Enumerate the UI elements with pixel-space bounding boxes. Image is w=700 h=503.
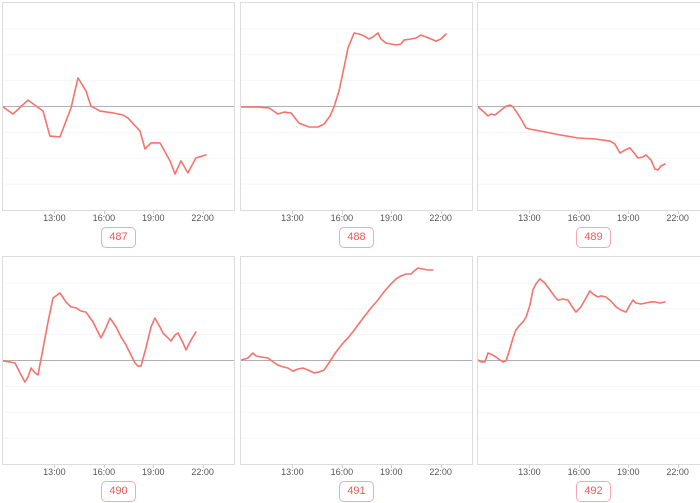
chart-number-badge[interactable]: 488 [339, 227, 374, 249]
x-axis: 13:00 16:00 19:00 22:00 [477, 211, 700, 225]
x-tick-mark [103, 465, 105, 469]
tag-row: 491 [240, 481, 473, 503]
x-tick-mark [529, 211, 531, 214]
tag-row: 492 [477, 481, 700, 503]
x-tick-mark [677, 211, 679, 214]
x-tick-mark [54, 465, 56, 469]
x-tick-mark [292, 211, 294, 214]
x-tick-label: 19:00 [379, 213, 403, 223]
chart-number-badge[interactable]: 492 [576, 481, 611, 503]
x-tick-mark [341, 465, 343, 469]
chart-number-badge[interactable]: 491 [339, 481, 374, 503]
line-chart-489 [478, 28, 700, 185]
x-tick-label: 19:00 [141, 213, 165, 223]
chart-cell-488: 13:00 16:00 19:00 22:00 488 [240, 2, 477, 249]
x-tick-label: 16:00 [330, 467, 354, 478]
series-line [3, 292, 197, 383]
x-tick-mark [440, 211, 442, 214]
chart-panel [2, 2, 235, 211]
chart-cell-491: 13:00 16:00 19:00 22:00 491 [240, 256, 477, 503]
x-tick-mark [54, 211, 56, 214]
chart-cell-489: 13:00 16:00 19:00 22:00 489 [477, 2, 700, 249]
x-tick-label: 13:00 [281, 467, 304, 478]
x-tick-label: 16:00 [567, 467, 591, 478]
x-tick-label: 13:00 [281, 213, 304, 223]
chart-panel [477, 2, 700, 211]
x-tick-mark [628, 211, 630, 214]
x-tick-label: 16:00 [92, 467, 116, 478]
line-chart-487 [3, 28, 234, 185]
x-tick-label: 19:00 [379, 467, 403, 478]
series-line [478, 278, 666, 363]
x-tick-label: 22:00 [429, 467, 452, 478]
series-line [241, 32, 447, 128]
tag-row: 488 [240, 227, 473, 249]
chart-cell-490: 13:00 16:00 19:00 22:00 490 [2, 256, 239, 503]
series-line [241, 267, 434, 374]
x-tick-label: 13:00 [43, 467, 66, 478]
x-tick-mark [391, 211, 393, 214]
chart-panel [477, 256, 700, 466]
line-chart-488 [241, 28, 472, 185]
x-tick-label: 22:00 [666, 467, 689, 478]
series-line [478, 104, 666, 171]
x-tick-mark [440, 465, 442, 469]
x-axis: 13:00 16:00 19:00 22:00 [240, 465, 473, 479]
x-tick-mark [153, 465, 155, 469]
x-tick-label: 22:00 [191, 467, 214, 478]
x-tick-label: 16:00 [330, 213, 354, 223]
x-tick-mark [292, 465, 294, 469]
line-chart-490 [3, 282, 234, 439]
x-axis: 13:00 16:00 19:00 22:00 [2, 465, 235, 479]
x-tick-label: 16:00 [567, 213, 591, 223]
x-axis: 13:00 16:00 19:00 22:00 [2, 211, 235, 225]
tag-row: 489 [477, 227, 700, 249]
chart-panel [240, 256, 473, 466]
x-tick-mark [202, 465, 204, 469]
chart-panel [2, 256, 235, 466]
x-tick-label: 19:00 [141, 467, 165, 478]
x-tick-mark [391, 465, 393, 469]
x-tick-label: 19:00 [616, 467, 640, 478]
x-axis: 13:00 16:00 19:00 22:00 [240, 211, 473, 225]
x-tick-mark [202, 211, 204, 214]
chart-number-badge[interactable]: 487 [101, 227, 136, 249]
x-tick-label: 13:00 [518, 467, 541, 478]
x-tick-mark [153, 211, 155, 214]
x-tick-label: 22:00 [429, 213, 452, 223]
series-line [3, 77, 207, 175]
tag-row: 490 [2, 481, 235, 503]
tag-row: 487 [2, 227, 235, 249]
x-tick-label: 16:00 [92, 213, 116, 223]
line-chart-492 [478, 278, 700, 439]
chart-panel [240, 2, 473, 211]
x-tick-mark [341, 211, 343, 214]
x-tick-mark [103, 211, 105, 214]
line-chart-491 [241, 267, 472, 439]
chart-number-badge[interactable]: 490 [101, 481, 136, 503]
x-tick-mark [677, 465, 679, 469]
chart-cell-487: 13:00 16:00 19:00 22:00 487 [2, 2, 239, 249]
x-tick-mark [578, 211, 580, 214]
x-tick-label: 22:00 [666, 213, 689, 223]
x-tick-label: 13:00 [43, 213, 66, 223]
x-tick-label: 19:00 [616, 213, 640, 223]
x-tick-label: 13:00 [518, 213, 541, 223]
x-tick-mark [578, 465, 580, 469]
x-axis: 13:00 16:00 19:00 22:00 [477, 465, 700, 479]
chart-cell-492: 13:00 16:00 19:00 22:00 492 [477, 256, 700, 503]
x-tick-label: 22:00 [191, 213, 214, 223]
x-tick-mark [628, 465, 630, 469]
x-tick-mark [529, 465, 531, 469]
chart-number-badge[interactable]: 489 [576, 227, 611, 249]
